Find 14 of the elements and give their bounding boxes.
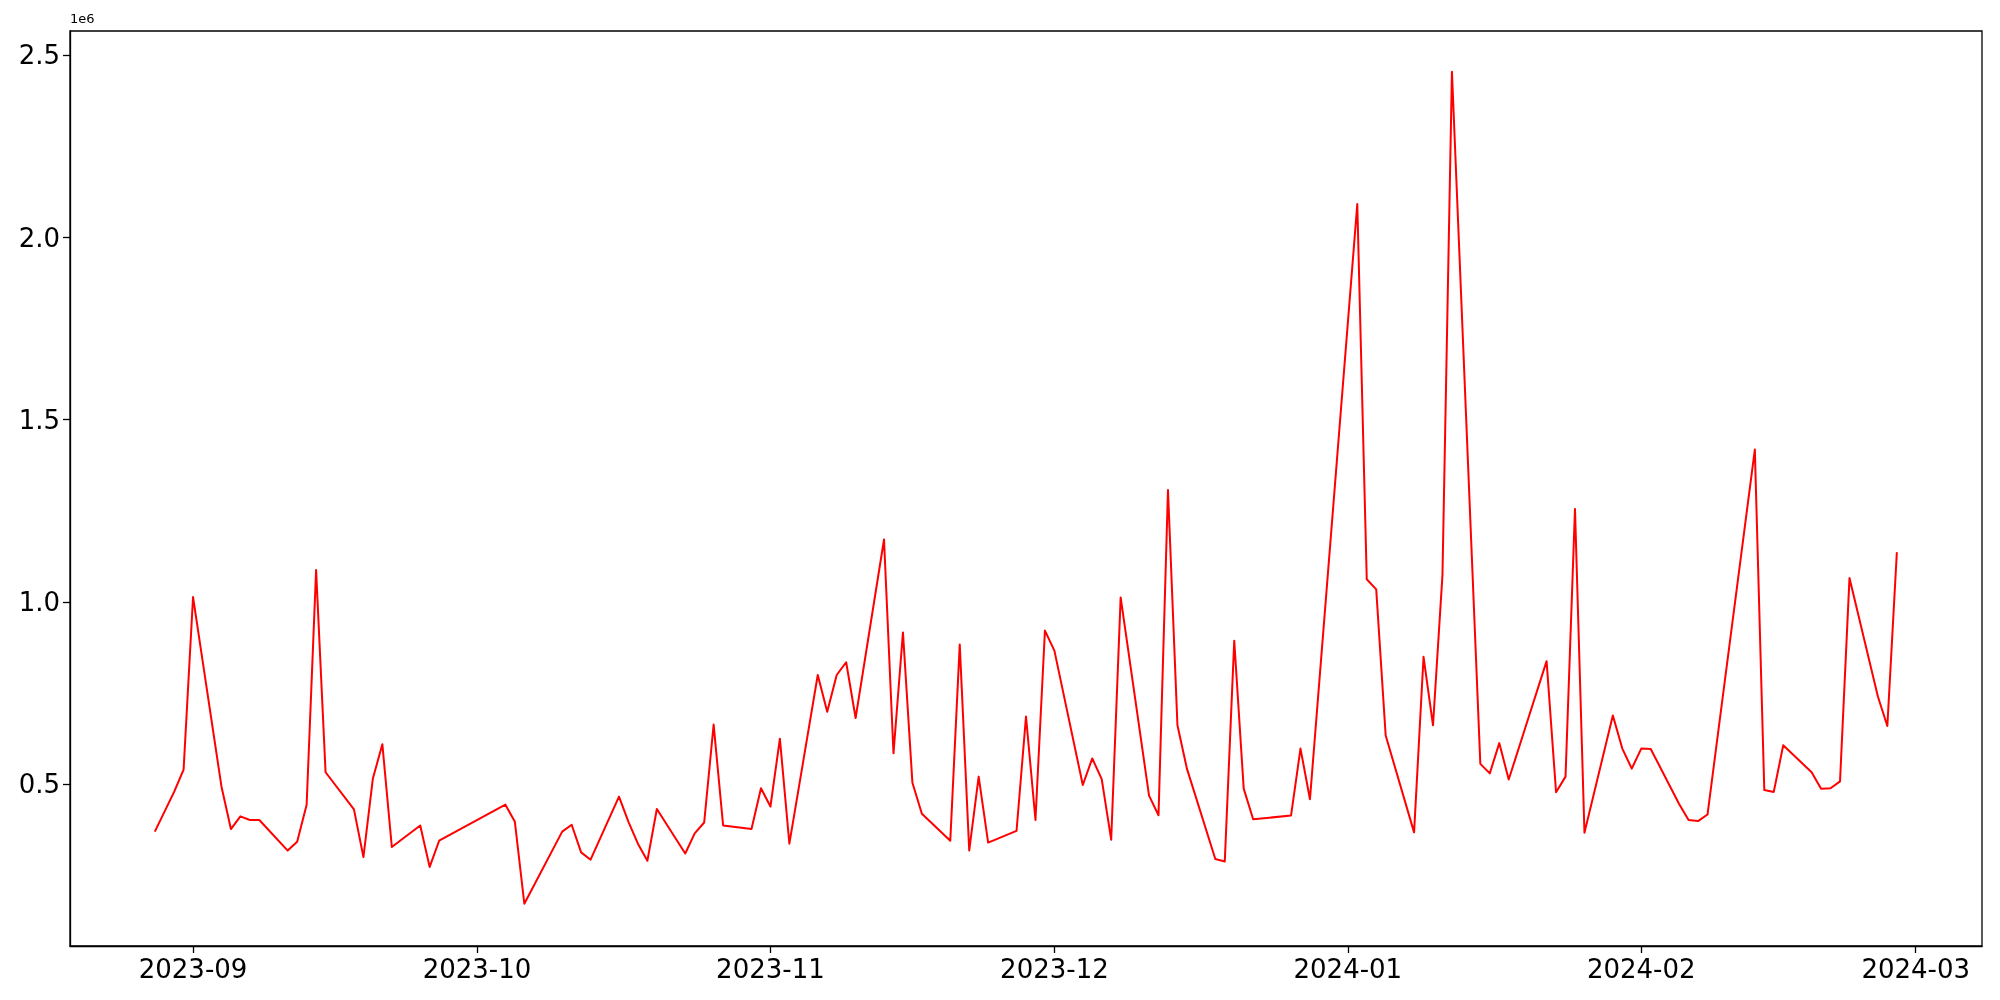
y-tick-label: 0.5 <box>18 768 60 799</box>
x-tick-label: 2024-02 <box>1586 954 1696 984</box>
line-series <box>154 70 1898 905</box>
x-tick-label: 2023-09 <box>138 954 248 984</box>
text: 1e6 <box>70 11 95 26</box>
y-tick-label: 2.5 <box>18 40 60 71</box>
x-tick-label: 2023-10 <box>422 954 532 984</box>
x-tick-label: 2023-11 <box>716 954 825 984</box>
y-tick-label: 2.0 <box>18 222 60 253</box>
x-tick-label: 2024-01 <box>1293 954 1403 984</box>
x-tick-label: 2024-03 <box>1861 954 1971 984</box>
y-tick-label: 1.0 <box>18 586 60 617</box>
x-tick-label: 2023-12 <box>1000 954 1109 984</box>
y-tick-label: 1.5 <box>18 404 60 435</box>
